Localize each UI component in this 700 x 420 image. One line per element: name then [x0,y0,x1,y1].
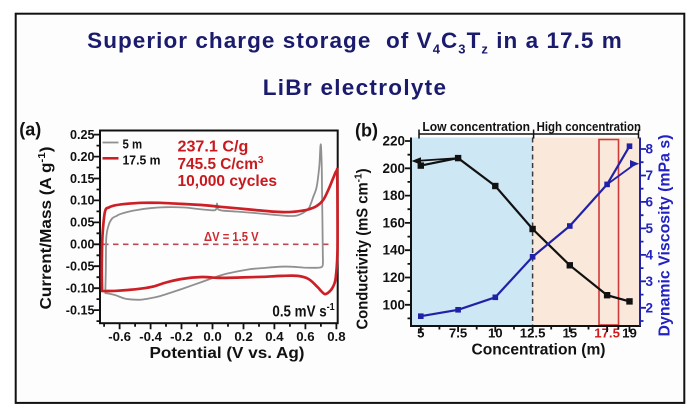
svg-text:(b): (b) [355,121,378,141]
svg-text:237.1 C/g: 237.1 C/g [178,139,249,156]
svg-text:0.10: 0.10 [70,194,95,208]
svg-text:-0.10: -0.10 [66,282,95,296]
svg-text:LiBr electrolyte: LiBr electrolyte [263,75,448,100]
svg-text:19: 19 [622,325,637,340]
svg-text:7.5: 7.5 [449,325,467,340]
svg-text:0.00: 0.00 [70,238,95,252]
svg-text:ΔV = 1.5 V: ΔV = 1.5 V [204,229,259,244]
svg-text:High concentration: High concentration [537,119,641,134]
svg-text:0.4: 0.4 [265,329,284,344]
svg-text:8: 8 [646,142,654,157]
svg-text:Low concentration: Low concentration [422,119,530,134]
svg-text:120: 120 [382,270,405,285]
svg-text:7: 7 [646,168,654,183]
svg-text:0.05: 0.05 [70,216,95,230]
svg-text:Concentration (m): Concentration (m) [472,341,606,358]
svg-text:140: 140 [382,243,405,258]
svg-text:12.5: 12.5 [520,325,546,340]
svg-text:6: 6 [646,195,654,210]
svg-text:5: 5 [417,325,424,340]
svg-text:-0.2: -0.2 [170,329,193,344]
svg-text:Current/Mass (A g-1): Current/Mass (A g-1) [36,147,55,310]
svg-text:17.5 m: 17.5 m [123,153,161,168]
svg-text:-0.05: -0.05 [66,260,95,274]
svg-text:0.0: 0.0 [203,329,221,344]
svg-text:3: 3 [646,274,654,289]
svg-text:10: 10 [488,325,503,340]
svg-text:Potential (V vs. Ag): Potential (V vs. Ag) [150,345,305,362]
svg-text:0.20: 0.20 [70,150,95,164]
svg-text:100: 100 [382,297,405,312]
svg-text:17.5: 17.5 [594,325,620,340]
svg-text:0.2: 0.2 [234,329,252,344]
svg-text:200: 200 [382,161,405,176]
svg-text:0.15: 0.15 [70,172,95,186]
svg-text:0.5 mV s-1: 0.5 mV s-1 [272,301,334,321]
svg-text:15: 15 [562,325,577,340]
svg-text:5 m: 5 m [123,137,143,152]
svg-text:-0.15: -0.15 [66,303,95,317]
svg-text:0.8: 0.8 [327,329,345,344]
svg-text:0.25: 0.25 [70,128,95,142]
svg-text:5: 5 [646,221,654,236]
svg-text:160: 160 [382,215,405,230]
svg-text:4: 4 [646,248,654,263]
svg-text:Dynamic Viscosity (mPa s): Dynamic Viscosity (mPa s) [657,135,674,337]
svg-text:-0.6: -0.6 [108,329,131,344]
svg-text:2: 2 [646,300,654,315]
svg-text:10,000 cycles: 10,000 cycles [178,173,278,190]
svg-text:Conductivity (mS cm-1): Conductivity (mS cm-1) [353,169,372,330]
svg-text:745.5 C/cm3: 745.5 C/cm3 [178,155,264,173]
svg-text:180: 180 [382,188,405,203]
svg-text:0.6: 0.6 [296,329,314,344]
svg-text:-0.4: -0.4 [139,329,162,344]
svg-text:(a): (a) [19,120,41,140]
svg-text:220: 220 [382,134,405,149]
svg-text:Superior charge storage of V4: Superior charge storage of V4C3Tz in a 1… [87,28,623,57]
